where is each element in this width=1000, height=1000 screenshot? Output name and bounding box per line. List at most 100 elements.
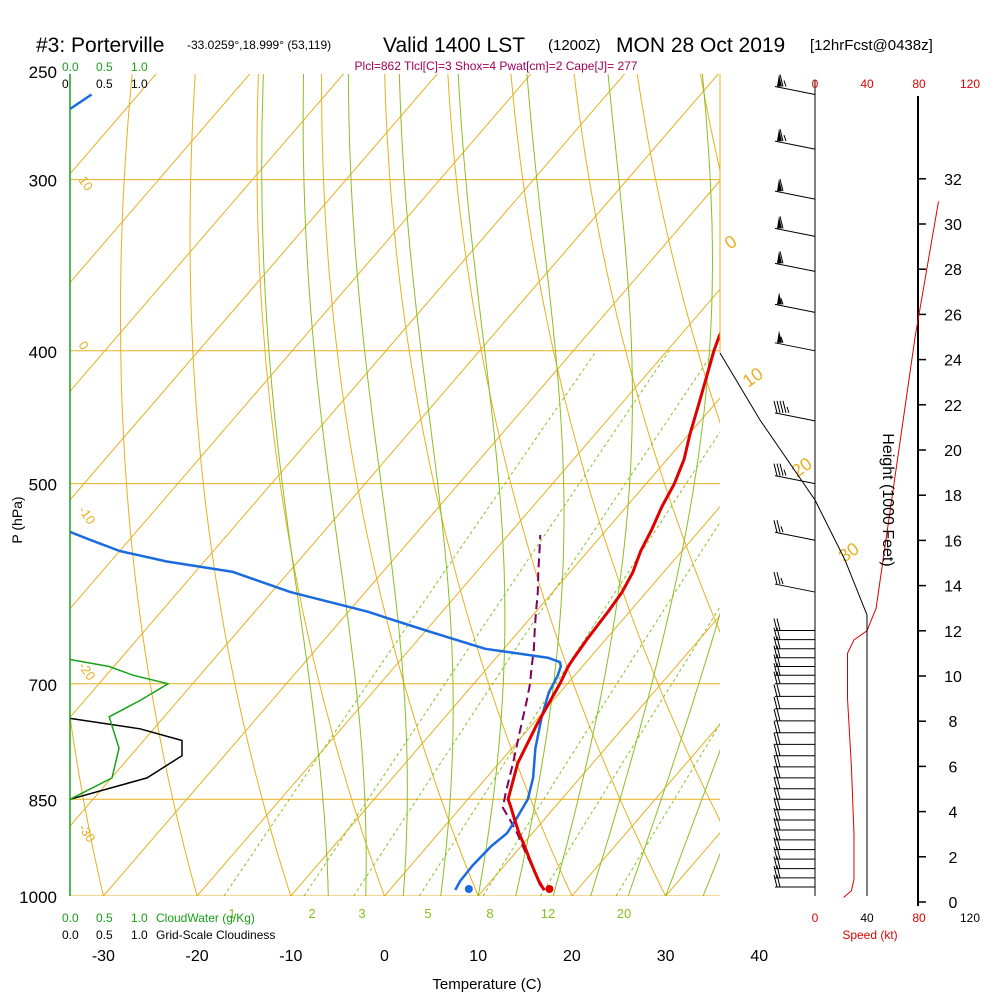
barb-flag	[773, 645, 778, 658]
height-tick-label: 20	[944, 443, 962, 460]
barb-staff	[774, 531, 816, 541]
cloudwater-line	[69, 658, 170, 800]
barb-flag	[776, 732, 781, 745]
dry-adiabat-line	[889, 71, 1000, 896]
mixing-ratio-line	[482, 521, 720, 896]
cloudiness-top-tick: 1.0	[131, 77, 148, 91]
wind-barb	[774, 179, 816, 200]
barb-flag	[776, 847, 781, 860]
moist-adiabat-line	[347, 74, 408, 896]
barb-half-flag	[783, 134, 787, 142]
barb-flag	[773, 720, 778, 733]
cloudiness-bottom-tick: 0.5	[96, 928, 113, 942]
barb-flag	[776, 817, 781, 831]
barb-flag	[779, 251, 784, 264]
moist-adiabat-label: 10	[739, 363, 767, 391]
barb-flag	[773, 837, 778, 850]
moist-adiabat-line	[457, 74, 506, 896]
dry-adiabat-line	[256, 74, 385, 896]
cloud-panel: 0.0 0.0 0.0 0.5 0.5 0.5 1.0 1.0 1.0 0 0.5 1.0	[62, 60, 183, 942]
barb-flag	[776, 618, 781, 631]
barb-flag	[773, 856, 778, 869]
speed-bottom-tick: 0	[812, 911, 819, 925]
barb-flag	[776, 627, 781, 640]
barb-flag	[773, 743, 778, 756]
wind-barb	[773, 708, 815, 722]
barb-flag	[776, 696, 781, 709]
cloudiness-bottom-tick: 0.0	[62, 928, 79, 942]
mixing-ratio-line	[539, 606, 720, 896]
barb-flag	[773, 797, 778, 810]
valid-date: MON 28 Oct 2019	[616, 34, 785, 57]
wind-barb	[773, 817, 815, 831]
barb-flag	[776, 787, 781, 800]
speed-top-tick: 40	[860, 77, 874, 91]
moist-adiabat-label: 0	[721, 231, 741, 253]
moist-adiabat-line	[398, 74, 454, 896]
mixing-ratio-label: 1	[228, 906, 235, 921]
cloudwater-top-tick: 0.0	[62, 60, 79, 74]
isotherm-line	[70, 74, 532, 610]
dry-adiabat-label: 10	[76, 173, 97, 193]
isotherm-line	[70, 74, 626, 719]
barb-flag	[776, 856, 781, 869]
wind-speed-line	[843, 201, 939, 898]
wind-barb	[773, 847, 815, 860]
pressure-tick-label: 400	[29, 343, 57, 362]
wind-barb	[773, 776, 815, 790]
barb-pennant	[777, 292, 782, 305]
wind-barb	[774, 292, 816, 313]
wind-barb	[774, 251, 816, 272]
wind-barb	[773, 787, 815, 800]
moist-adiabat-line	[515, 74, 565, 896]
cloudwater-bottom-tick: 0.0	[62, 911, 79, 925]
wind-barb	[773, 696, 815, 710]
wind-panel: 0246810121416182022242628303200404080801…	[719, 74, 980, 925]
height-tick-label: 14	[944, 579, 962, 596]
dry-adiabat-line	[447, 74, 667, 896]
barb-flag	[773, 827, 778, 841]
wind-barb	[773, 645, 815, 659]
wind-barb	[773, 636, 815, 650]
dry-adiabat-line	[573, 74, 720, 634]
temperature-tick-label: -20	[186, 948, 209, 965]
height-tick-label: 2	[949, 850, 958, 867]
barb-flag	[773, 571, 778, 585]
isotherm-line	[70, 74, 719, 827]
stability-indices: Plcl=862 Tlcl[C]=3 Shox=4 Pwat[cm]=2 Cap…	[355, 59, 638, 73]
barb-flag	[779, 216, 784, 229]
barb-flag	[773, 663, 778, 676]
barb-flag	[776, 708, 781, 721]
zulu-time: (1200Z)	[548, 37, 601, 54]
barb-staff	[774, 227, 816, 237]
surface-temperature-dot	[545, 885, 554, 893]
wind-barb	[773, 654, 815, 668]
temperature-tick-label: 0	[380, 948, 389, 965]
wind-barb	[773, 571, 816, 593]
barb-flag	[776, 520, 781, 533]
barb-flag	[776, 827, 781, 841]
height-tick-label: 10	[944, 669, 962, 686]
cloudiness-label: Grid-Scale Cloudiness	[156, 928, 275, 942]
barb-staff	[774, 190, 816, 200]
dry-adiabat-line	[0, 71, 10, 896]
barb-flag	[776, 837, 781, 850]
height-tick-label: 30	[944, 217, 962, 234]
barb-half-flag	[780, 336, 784, 343]
barb-flag	[776, 765, 781, 779]
wind-barb	[773, 797, 815, 811]
sounding-profiles	[70, 93, 720, 893]
mixing-ratio-line	[615, 722, 720, 896]
barb-pennant	[777, 216, 782, 229]
moist-adiabat-line	[261, 74, 329, 896]
valid-time: Valid 1400 LST	[383, 34, 525, 57]
barb-flag	[773, 627, 778, 640]
mixing-ratio-label: 12	[541, 906, 555, 921]
wind-barb	[773, 807, 815, 821]
isotherm-line	[70, 74, 438, 501]
wind-barb	[773, 400, 816, 422]
wind-barb	[773, 765, 815, 779]
wind-barb	[773, 684, 815, 697]
mixing-ratio-line	[418, 431, 720, 896]
mixing-ratio-line	[303, 350, 670, 896]
